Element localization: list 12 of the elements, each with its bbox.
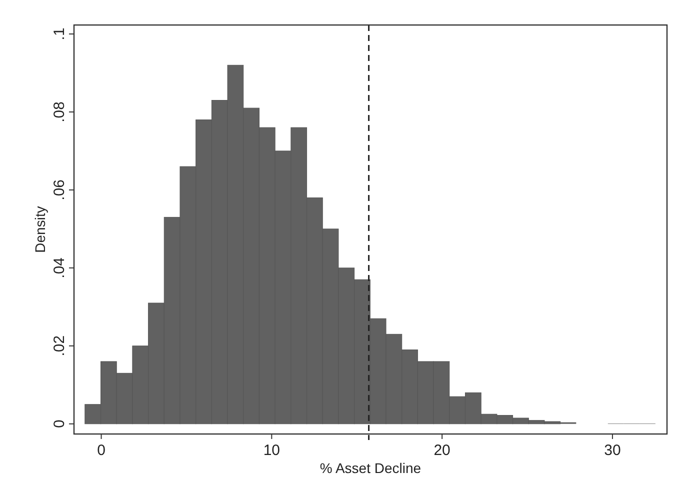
y-axis-title: Density — [32, 206, 48, 253]
y-tick-label: .1 — [51, 28, 68, 40]
y-tick-label: .06 — [51, 179, 68, 200]
x-tick-label: 20 — [434, 442, 450, 459]
y-tick-label: .02 — [51, 335, 68, 356]
x-tick-label: 30 — [604, 442, 621, 459]
x-tick-label: 10 — [263, 442, 280, 459]
y-tick-label: .04 — [51, 257, 68, 278]
y-tick-label: 0 — [51, 420, 68, 428]
x-axis-title: % Asset Decline — [320, 460, 422, 476]
x-tick-label: 0 — [97, 442, 106, 459]
y-tick-label: .08 — [51, 102, 68, 122]
